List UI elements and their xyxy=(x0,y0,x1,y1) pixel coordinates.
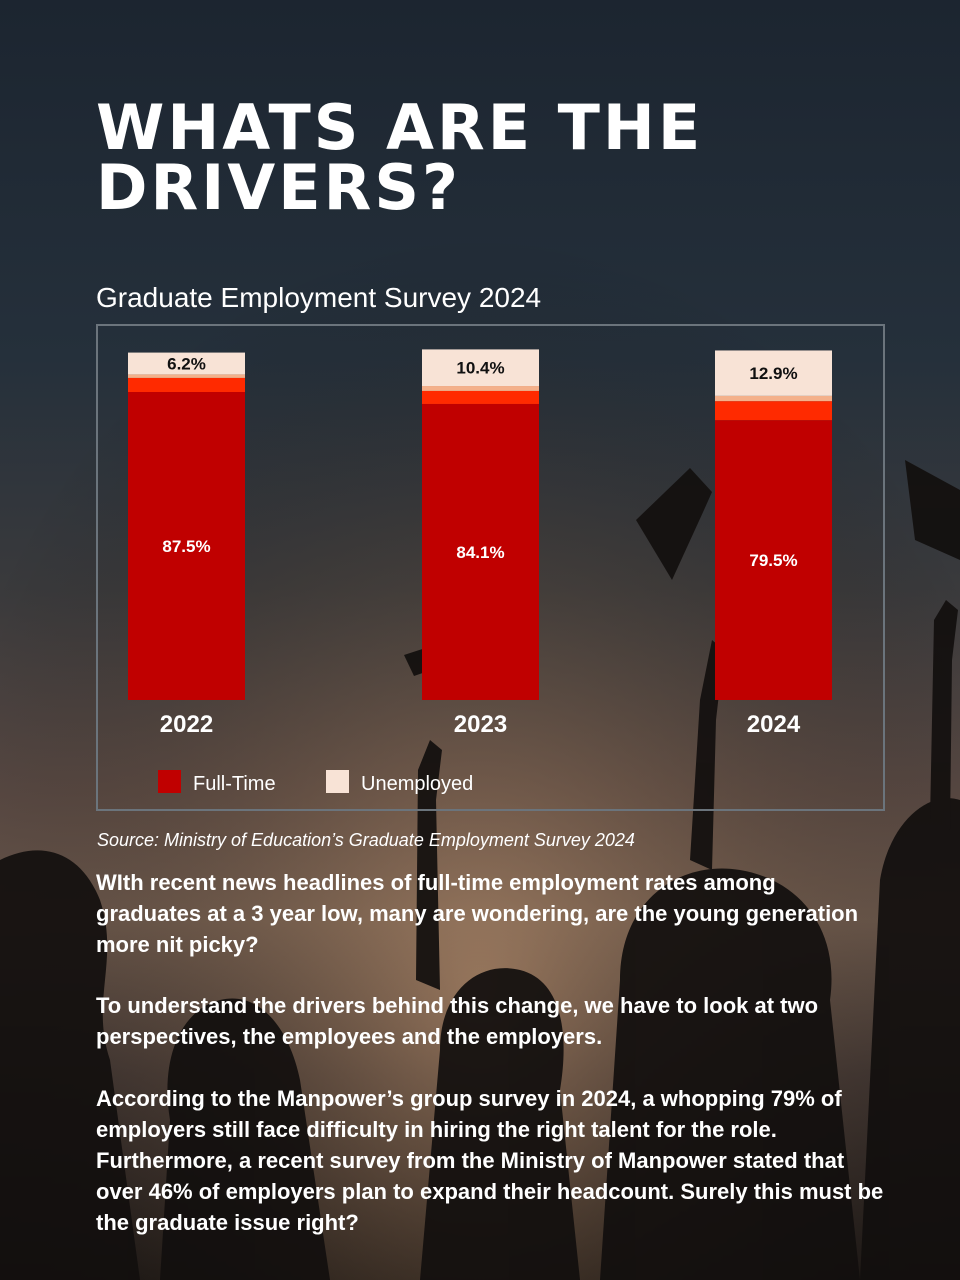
page-title: WHATS ARE THE DRIVERS? xyxy=(96,91,704,224)
source-note: Source: Ministry of Education’s Graduate… xyxy=(97,830,635,850)
paragraph-3: According to the Manpower’s group survey… xyxy=(96,1086,884,1235)
paragraph-2: To understand the drivers behind this ch… xyxy=(96,993,819,1049)
chart-frame xyxy=(96,324,885,811)
chart-title: Graduate Employment Survey 2024 xyxy=(96,282,542,313)
paragraph-1: WIth recent news headlines of full-time … xyxy=(96,870,859,957)
